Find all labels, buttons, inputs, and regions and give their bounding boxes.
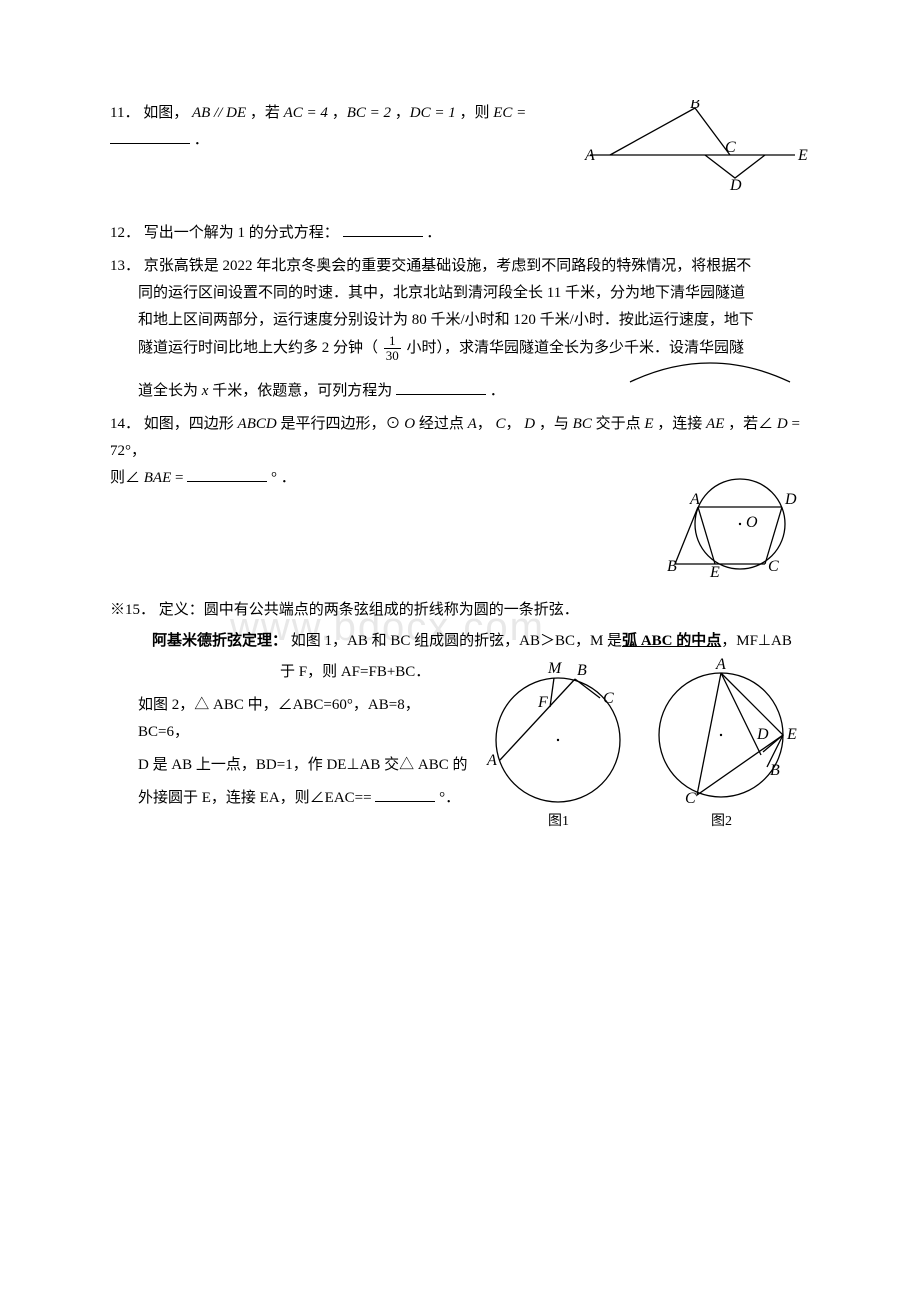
q15-arc: 弧 ABC 的中点 xyxy=(622,633,721,649)
q15-l5a: 外接圆于 E，连接 EA，则∠EAC== xyxy=(138,790,372,806)
q15-star: ※ xyxy=(110,602,125,618)
q13-l5b: 千米，依题意，可列方程为 xyxy=(212,383,392,399)
q11-var: EC = xyxy=(493,105,526,121)
q12-period: ． xyxy=(426,225,441,241)
question-11: A B C E D 11． 如图， AB // DE ，若 AC = 4 ，BC… xyxy=(110,100,810,190)
q14-label-O: O xyxy=(746,514,758,531)
q15-number: 15． xyxy=(125,602,155,618)
label-E: E xyxy=(797,147,808,164)
q12-number: 12． xyxy=(110,225,140,241)
q14-label-B: B xyxy=(667,558,677,575)
q13-l2: 同的运行区间设置不同的时速．其中，北京北站到清河段全长 11 千米，分为地下清华… xyxy=(110,280,810,307)
q14-figure: A D O B E C xyxy=(660,469,810,579)
label-A: A xyxy=(584,147,595,164)
q11-c3: DC = 1 xyxy=(410,105,456,121)
q14-l2b: = xyxy=(175,470,187,486)
q13-frac: 1 30 xyxy=(384,334,401,364)
q11-comma: ，若 xyxy=(250,105,284,121)
label-D: D xyxy=(729,177,742,190)
q14-t5: 交于点 xyxy=(596,416,645,432)
q14-a: A xyxy=(468,416,477,432)
question-15: www.bdocx.com ※15． 定义：圆中有公共端点的两条弦组成的折线称为… xyxy=(110,597,810,830)
q14-d: D xyxy=(524,416,535,432)
question-12: 12． 写出一个解为 1 的分式方程： ． xyxy=(110,220,810,247)
q11-ask: ，则 xyxy=(459,105,493,121)
q14-dang: D xyxy=(777,416,788,432)
q13-l1: 京张高铁是 2022 年北京冬奥会的重要交通基础设施，考虑到不同路段的特殊情况，… xyxy=(144,258,752,274)
q13-l4: 隧道运行时间比地上大约多 2 分钟（ 1 30 小时），求清华园隧道全长为多少千… xyxy=(110,334,810,364)
q15-l2: 于 F，则 AF=FB+BC． xyxy=(110,659,810,686)
q12-blank[interactable] xyxy=(343,221,423,237)
q15-deg: °． xyxy=(439,790,460,806)
q13-frac-n: 1 xyxy=(384,334,401,349)
q12-text: 写出一个解为 1 的分式方程： xyxy=(144,225,339,241)
q15-thm-a: 如图 1，AB 和 BC 组成圆的折弦，AB＞BC，M 是 xyxy=(291,633,622,649)
q14-t7: ，若∠ xyxy=(728,416,773,432)
q14-period: ． xyxy=(281,470,296,486)
q15-thm-label: 阿基米德折弦定理： xyxy=(152,633,287,649)
q14-t4: ，与 xyxy=(539,416,573,432)
q15-l5: 外接圆于 E，连接 EA，则∠EAC== °． xyxy=(110,785,810,812)
q15-def: 定义：圆中有公共端点的两条弦组成的折线称为圆的一条折弦． xyxy=(159,602,579,618)
q13-frac-d: 30 xyxy=(384,349,401,363)
q14-t6: ，连接 xyxy=(657,416,706,432)
q13-l4b: 小时），求清华园隧道全长为多少千米．设清华园隧 xyxy=(407,340,745,356)
q13-var: x xyxy=(202,383,209,399)
q15-blank[interactable] xyxy=(375,786,435,802)
question-14: 14． 如图，四边形 ABCD 是平行四边形，⊙ O 经过点 A， C， D ，… xyxy=(110,411,810,579)
q14-label-C: C xyxy=(768,558,779,575)
q14-l2a: 则∠ xyxy=(110,470,140,486)
label-C: C xyxy=(725,139,736,156)
q11-blank[interactable] xyxy=(110,128,190,144)
q14-blank[interactable] xyxy=(187,466,267,482)
q14-e: E xyxy=(644,416,653,432)
q15-l3: 如图 2，△ ABC 中，∠ABC=60°，AB=8，BC=6， xyxy=(110,692,810,746)
q11-number: 11． xyxy=(110,105,139,121)
q14-ae: AE xyxy=(706,416,724,432)
q14-abcd: ABCD xyxy=(238,416,277,432)
q15-l4: D 是 AB 上一点，BD=1，作 DE⊥AB 交△ ABC 的 xyxy=(110,752,810,779)
q14-label-A: A xyxy=(689,491,700,508)
q14-bae: BAE xyxy=(144,470,172,486)
q14-label-E: E xyxy=(709,564,720,579)
label-B: B xyxy=(690,100,700,112)
q14-t3: 经过点 xyxy=(419,416,468,432)
q13-l3: 和地上区间两部分，运行速度分别设计为 80 千米/小时和 120 千米/小时．按… xyxy=(110,307,810,334)
q15f1-cap: 图1 xyxy=(548,814,569,829)
q11-cond: AB // DE xyxy=(192,105,246,121)
q11-pre: 如图， xyxy=(143,105,188,121)
q14-bc: BC xyxy=(573,416,592,432)
q14-t2: 是平行四边形，⊙ xyxy=(280,416,400,432)
q11-c2: BC = 2 xyxy=(347,105,391,121)
q14-c: C xyxy=(496,416,506,432)
q13-l4a: 隧道运行时间比地上大约多 2 分钟（ xyxy=(138,340,378,356)
question-13: 13． 京张高铁是 2022 年北京冬奥会的重要交通基础设施，考虑到不同路段的特… xyxy=(110,253,810,405)
q13-period: ． xyxy=(490,383,505,399)
q11-figure: A B C E D xyxy=(580,100,810,190)
q13-number: 13． xyxy=(110,258,140,274)
q11-c1: AC = 4 xyxy=(284,105,328,121)
q15f2-cap: 图2 xyxy=(711,814,732,829)
q11-period: ． xyxy=(194,132,209,148)
q14-number: 14． xyxy=(110,416,140,432)
q14-o: O xyxy=(404,416,415,432)
q14-t1: 如图，四边形 xyxy=(144,416,234,432)
q13-blank[interactable] xyxy=(396,379,486,395)
q13-l5a: 道全长为 xyxy=(138,383,202,399)
q15-thm: 阿基米德折弦定理： 如图 1，AB 和 BC 组成圆的折弦，AB＞BC，M 是弧… xyxy=(110,628,810,655)
q14-deg: ° xyxy=(271,470,277,486)
q14-label-D: D xyxy=(784,491,797,508)
q15-thm-b: ，MF⊥AB xyxy=(721,633,792,649)
